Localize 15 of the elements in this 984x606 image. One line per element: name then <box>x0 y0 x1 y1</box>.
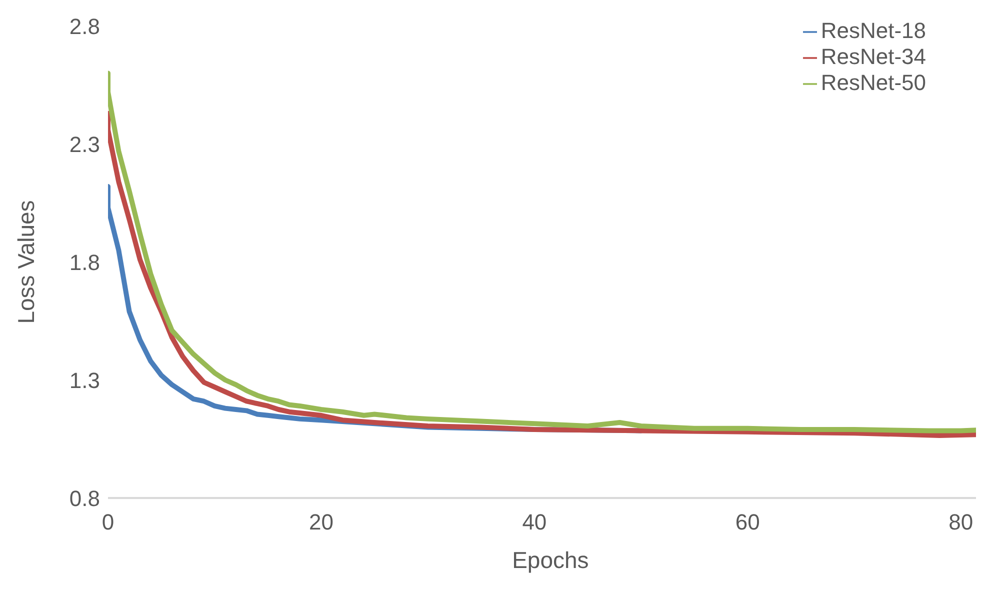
y-tick-label: 1.8 <box>69 250 100 275</box>
y-tick-label: 2.8 <box>69 14 100 39</box>
y-tick-label: 0.8 <box>69 486 100 511</box>
y-axis-title: Loss Values <box>13 200 40 324</box>
legend-label: ResNet-18 <box>820 18 926 43</box>
y-tick-label: 1.3 <box>69 368 100 393</box>
x-tick-label: 0 <box>102 510 114 535</box>
x-tick-label: 40 <box>522 510 547 535</box>
x-axis-title: Epochs <box>512 547 589 573</box>
y-tick-label: 2.3 <box>69 132 100 157</box>
x-tick-label: 20 <box>308 510 334 535</box>
x-tick-label: 80 <box>948 510 974 535</box>
x-tick-label: 60 <box>735 510 760 535</box>
legend-label: ResNet-34 <box>820 44 926 69</box>
legend-label: ResNet-50 <box>820 70 926 95</box>
